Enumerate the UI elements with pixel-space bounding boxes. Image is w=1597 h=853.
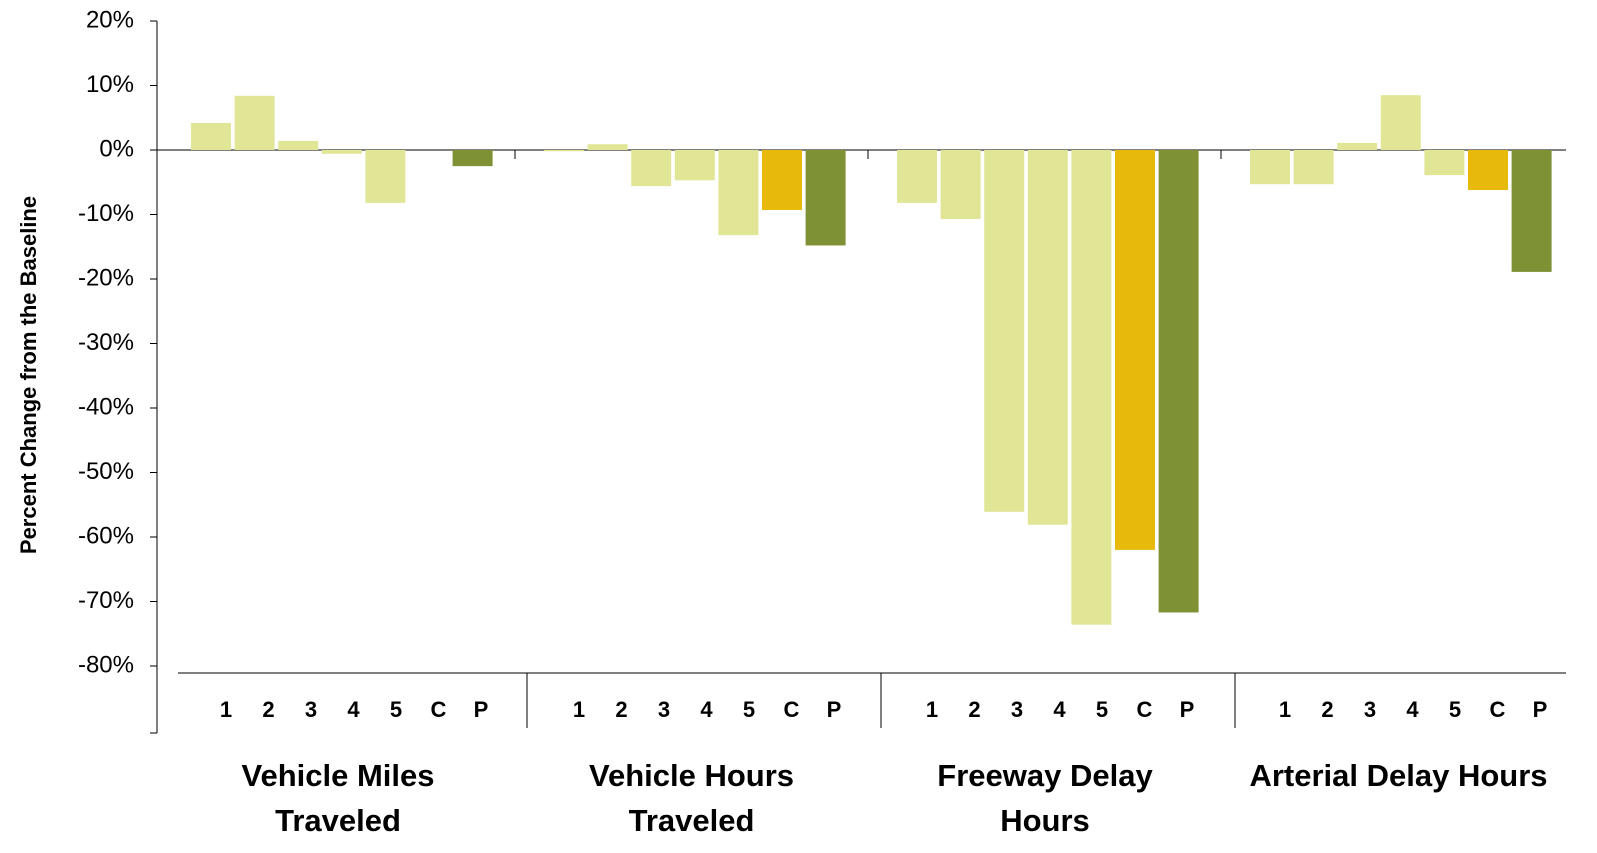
sub-tick-label: C — [1490, 697, 1506, 722]
category-label: Vehicle Miles Traveled — [241, 758, 435, 838]
y-tick-label: -80% — [78, 651, 134, 678]
category-label: Freeway Delay Hours — [937, 758, 1153, 838]
sub-tick-label: 1 — [1279, 697, 1291, 722]
bar — [278, 140, 319, 150]
y-tick-label: -30% — [78, 329, 134, 356]
y-tick-label: -20% — [78, 264, 134, 291]
bar — [1380, 95, 1421, 150]
sub-tick-label: 2 — [968, 697, 980, 722]
sub-tick-label: 5 — [743, 697, 755, 722]
category-label: Vehicle Hours Traveled — [588, 758, 795, 838]
sub-tick-label: P — [1180, 697, 1195, 722]
sub-tick-label: 2 — [1321, 697, 1333, 722]
bar — [940, 150, 981, 220]
bar — [1511, 150, 1552, 272]
bar — [631, 150, 672, 187]
sub-tick-label: 2 — [262, 697, 274, 722]
bar — [1115, 150, 1155, 550]
sub-tick-label: 1 — [573, 697, 585, 722]
sub-tick-label: P — [1533, 697, 1548, 722]
y-tick-label: 20% — [86, 6, 134, 33]
bar — [191, 122, 231, 150]
sub-tick-label: C — [1137, 697, 1153, 722]
sub-tick-label: 4 — [700, 697, 713, 722]
y-tick-label: 10% — [86, 71, 134, 98]
sub-tick-label: 3 — [1364, 697, 1376, 722]
bar — [674, 150, 715, 181]
sub-tick-label: 3 — [305, 697, 317, 722]
sub-tick-label: 5 — [1449, 697, 1461, 722]
y-tick-label: -50% — [78, 458, 134, 485]
y-tick-label: -60% — [78, 522, 134, 549]
bar — [321, 150, 362, 154]
bar — [452, 150, 493, 167]
y-tick-label: 0% — [99, 135, 134, 162]
sub-tick-label: P — [474, 697, 489, 722]
sub-tick-label: 3 — [658, 697, 670, 722]
bar — [587, 144, 628, 150]
bar — [1337, 142, 1378, 150]
bar — [1027, 150, 1068, 525]
bar — [1250, 150, 1290, 185]
bar — [365, 150, 406, 203]
sub-tick-label: 5 — [1096, 697, 1108, 722]
y-tick-label: -40% — [78, 393, 134, 420]
bar — [897, 150, 937, 203]
sub-tick-label: 1 — [926, 697, 938, 722]
sub-tick-label: C — [784, 697, 800, 722]
sub-tick-label: C — [431, 697, 447, 722]
bar — [1158, 150, 1199, 613]
bar — [1071, 150, 1112, 625]
sub-tick-label: P — [827, 697, 842, 722]
bar — [1293, 150, 1334, 185]
bar — [718, 150, 759, 236]
bar — [984, 150, 1025, 512]
y-axis-title: Percent Change from the Baseline — [16, 196, 41, 554]
sub-tick-label: 1 — [220, 697, 232, 722]
category-label: Arterial Delay Hours — [1249, 758, 1548, 793]
sub-tick-label: 5 — [390, 697, 402, 722]
bar — [1468, 150, 1508, 190]
bar — [805, 150, 846, 246]
bar — [544, 150, 584, 152]
y-tick-label: -70% — [78, 587, 134, 614]
sub-tick-label: 3 — [1011, 697, 1023, 722]
bar — [234, 95, 275, 150]
sub-tick-label: 4 — [1053, 697, 1066, 722]
sub-tick-label: 2 — [615, 697, 627, 722]
bar — [1424, 150, 1465, 176]
sub-tick-label: 4 — [1406, 697, 1419, 722]
sub-tick-label: 4 — [347, 697, 360, 722]
y-tick-label: -10% — [78, 200, 134, 227]
bar — [762, 150, 802, 210]
